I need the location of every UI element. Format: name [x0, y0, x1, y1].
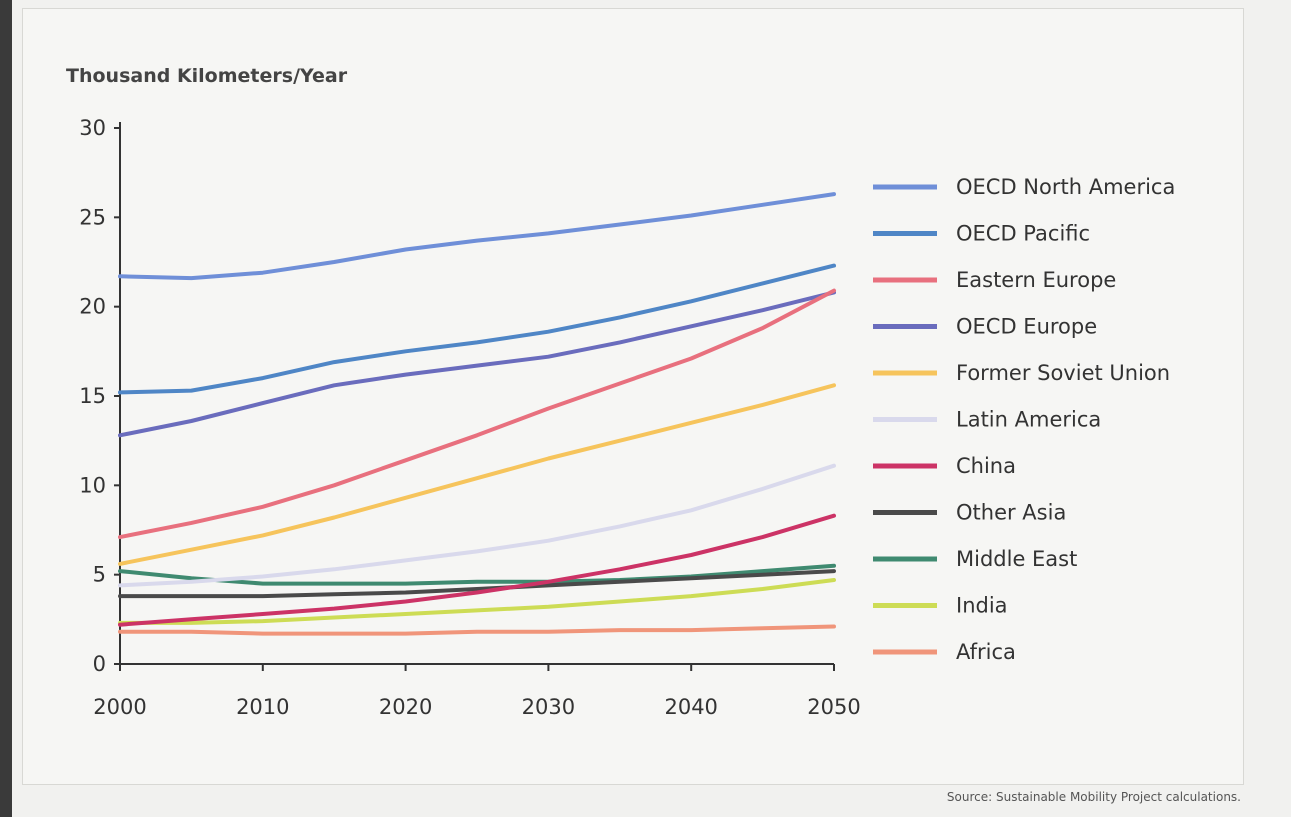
legend: OECD North America OECD Pacific Eastern Eu… — [873, 175, 1175, 664]
series-line-oecd-north-america — [118, 192, 836, 281]
y-axis-label: Thousand Kilometers/Year — [66, 65, 348, 87]
legend-label-other-asia: Other Asia — [956, 501, 1066, 525]
legend-label-china: China — [956, 454, 1016, 478]
y-tick-label: 0 — [93, 652, 106, 676]
axes: 0 5 10 15 20 25 30 2000 2010 2020 2030 2040 2050 — [79, 116, 860, 719]
legend-label-oecd-pacific: OECD Pacific — [956, 222, 1090, 246]
series-lines — [118, 192, 836, 636]
series-line-former-soviet-union — [118, 383, 836, 566]
chart-panel — [22, 8, 1244, 785]
series-line-other-asia — [118, 569, 836, 599]
scan-edge — [0, 0, 12, 817]
series-line-india — [118, 578, 836, 625]
series-line-latin-america — [118, 463, 836, 588]
source-note: Source: Sustainable Mobility Project cal… — [946, 790, 1241, 804]
y-tick-label: 25 — [79, 205, 106, 229]
x-tick-label: 2030 — [522, 695, 575, 719]
y-tick-label: 10 — [79, 473, 106, 497]
y-tick-label: 20 — [79, 295, 106, 319]
series-line-africa — [118, 624, 836, 636]
series-line-eastern-europe — [118, 288, 836, 540]
x-tick-label: 2020 — [379, 695, 432, 719]
legend-label-middle-east: Middle East — [956, 547, 1077, 571]
y-tick-label: 15 — [79, 384, 106, 408]
series-line-china — [118, 513, 836, 627]
legend-label-former-soviet-union: Former Soviet Union — [956, 361, 1170, 385]
legend-label-oecd-europe: OECD Europe — [956, 315, 1097, 339]
series-line-middle-east — [118, 563, 836, 586]
series-line-oecd-europe — [118, 290, 836, 438]
legend-label-latin-america: Latin America — [956, 408, 1101, 432]
x-tick-label: 2040 — [664, 695, 717, 719]
legend-label-eastern-europe: Eastern Europe — [956, 268, 1116, 292]
legend-label-oecd-north-america: OECD North America — [956, 175, 1175, 199]
legend-label-india: India — [956, 594, 1008, 618]
x-tick-label: 2000 — [93, 695, 146, 719]
x-tick-label: 2010 — [236, 695, 289, 719]
x-tick-label: 2050 — [807, 695, 860, 719]
series-line-oecd-pacific — [118, 263, 836, 395]
y-tick-label: 5 — [93, 563, 106, 587]
legend-label-africa: Africa — [956, 640, 1016, 664]
y-tick-label: 30 — [79, 116, 106, 140]
